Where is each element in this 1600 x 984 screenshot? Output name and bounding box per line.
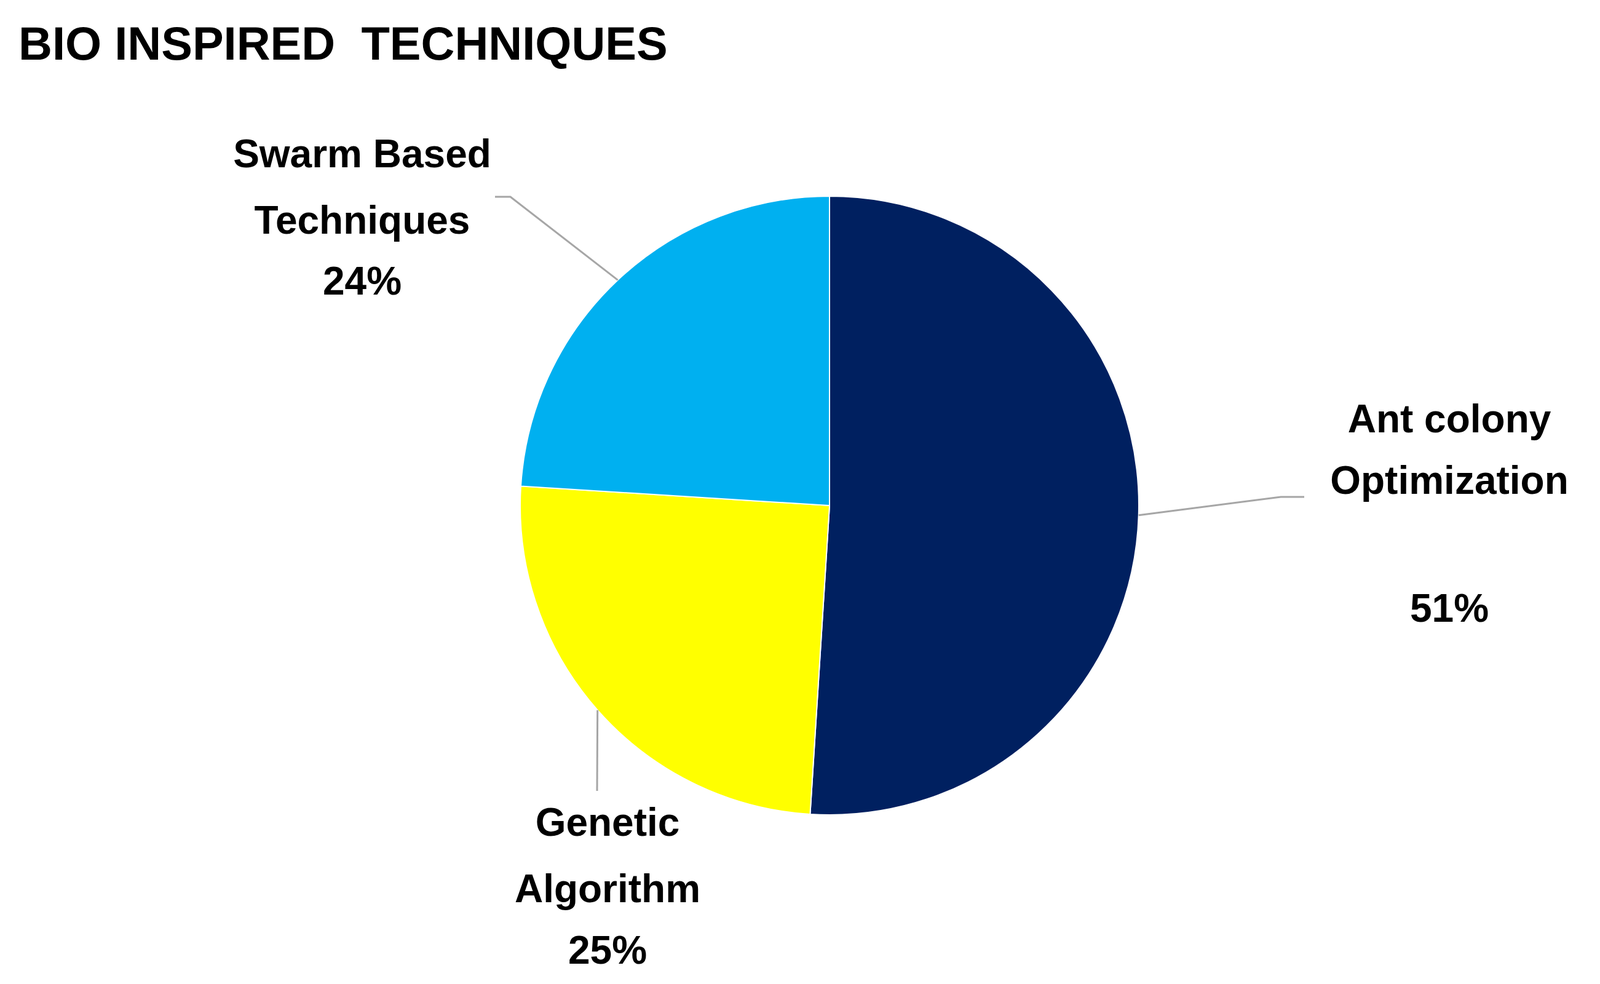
svg-text:Ant colonyOptimization51%: Ant colonyOptimization51% bbox=[1330, 396, 1569, 631]
svg-text:GeneticAlgorithm25%: GeneticAlgorithm25% bbox=[514, 800, 701, 973]
svg-text:Swarm BasedTechniques24%: Swarm BasedTechniques24% bbox=[233, 131, 492, 304]
html-text:BIO INSPIRED TECHNIQUES: BIO INSPIRED TECHNIQUES bbox=[18, 17, 668, 70]
